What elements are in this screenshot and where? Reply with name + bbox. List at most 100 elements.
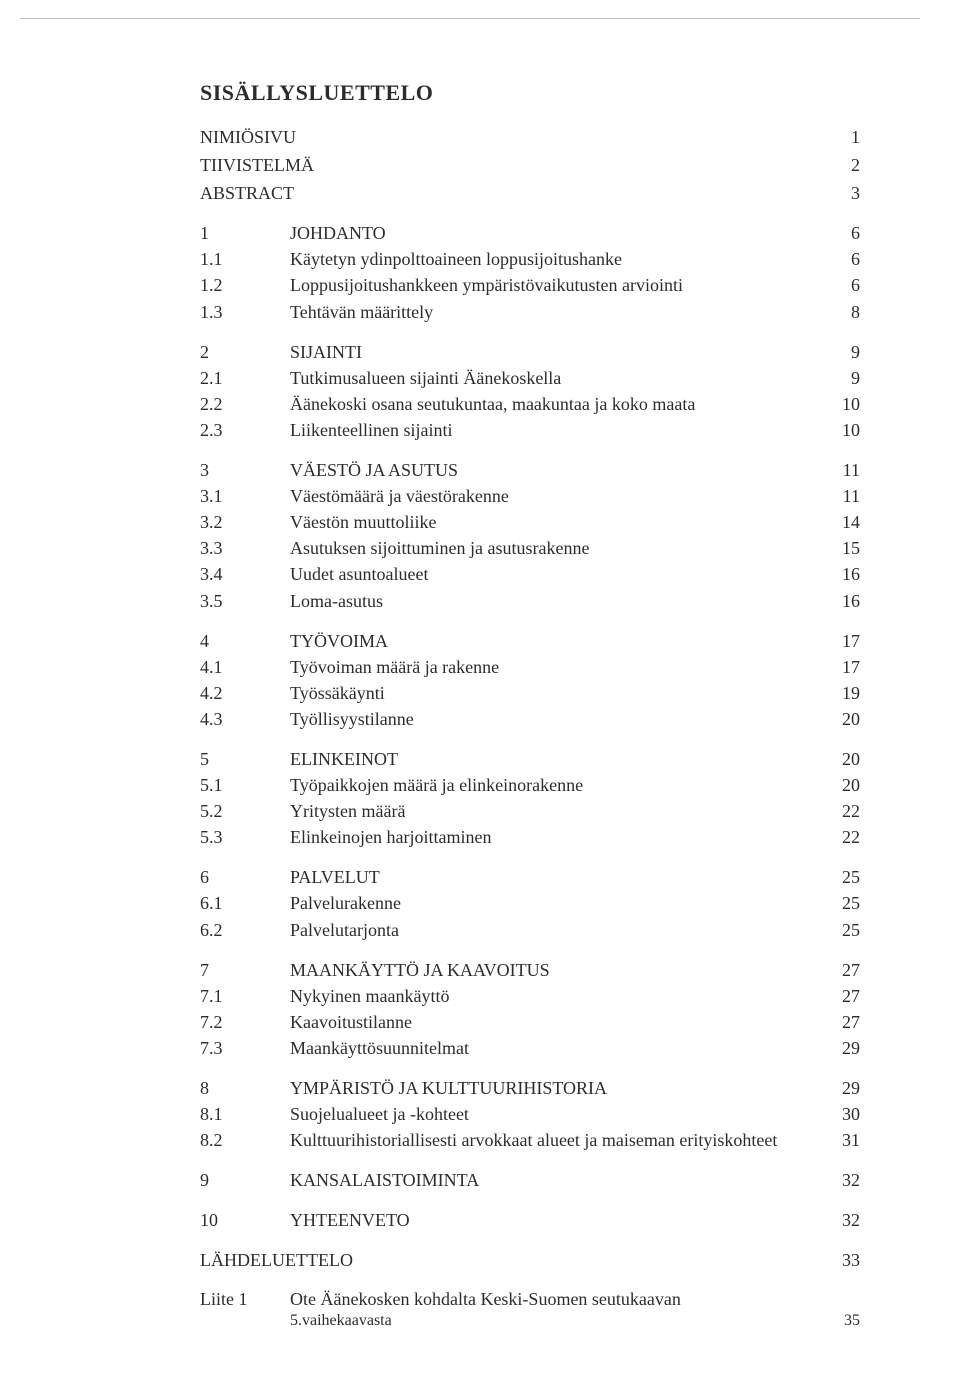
toc-section: 2SIJAINTI92.1Tutkimusalueen sijainti Ään… bbox=[200, 339, 860, 443]
toc-section-page: 27 bbox=[830, 957, 860, 983]
toc-subsection-title: Nykyinen maankäyttö bbox=[290, 983, 830, 1009]
front-matter-row: TIIVISTELMÄ 2 bbox=[200, 152, 860, 178]
toc-subsection-page: 9 bbox=[830, 365, 860, 391]
toc-subsection-page: 31 bbox=[830, 1127, 860, 1153]
toc-subsection-row: 2.2Äänekoski osana seutukuntaa, maakunta… bbox=[200, 391, 860, 417]
toc-subsection-page: 14 bbox=[830, 509, 860, 535]
toc-subsection-number: 2.2 bbox=[200, 391, 290, 417]
toc-section-title: VÄESTÖ JA ASUTUS bbox=[290, 457, 830, 483]
toc-section-page: 25 bbox=[830, 864, 860, 890]
toc-section-page: 32 bbox=[830, 1207, 860, 1233]
toc-subsection-row: 7.1Nykyinen maankäyttö27 bbox=[200, 983, 860, 1009]
toc-subsection-number: 8.2 bbox=[200, 1127, 290, 1153]
toc-title: SISÄLLYSLUETTELO bbox=[200, 80, 860, 106]
toc-subsection-page: 25 bbox=[830, 890, 860, 916]
toc-subsection-number: 7.2 bbox=[200, 1009, 290, 1035]
toc-subsection-page: 25 bbox=[830, 917, 860, 943]
toc-subsection-row: 3.5Loma-asutus16 bbox=[200, 588, 860, 614]
toc-subsection-number: 5.1 bbox=[200, 772, 290, 798]
toc-subsection-page: 17 bbox=[830, 654, 860, 680]
toc-subsection-row: 5.2Yritysten määrä22 bbox=[200, 798, 860, 824]
toc-subsection-number: 7.3 bbox=[200, 1035, 290, 1061]
toc-subsection-title: Tutkimusalueen sijainti Äänekoskella bbox=[290, 365, 830, 391]
toc-subsection-page: 8 bbox=[830, 299, 860, 325]
toc-subsection-title: Käytetyn ydinpolttoaineen loppusijoitush… bbox=[290, 246, 830, 272]
toc-subsection-page: 27 bbox=[830, 983, 860, 1009]
toc-section-page: 32 bbox=[830, 1167, 860, 1193]
references-label: LÄHDELUETTELO bbox=[200, 1247, 353, 1273]
toc-section-head: 7MAANKÄYTTÖ JA KAAVOITUS27 bbox=[200, 957, 860, 983]
toc-section-title: YMPÄRISTÖ JA KULTTUURIHISTORIA bbox=[290, 1075, 830, 1101]
front-matter-block: NIMIÖSIVU1TIIVISTELMÄ2ABSTRACT3 bbox=[200, 124, 860, 206]
appendix-desc-line1: Ote Äänekosken kohdalta Keski-Suomen seu… bbox=[290, 1286, 830, 1312]
toc-subsection-title: Suojelualueet ja -kohteet bbox=[290, 1101, 830, 1127]
toc-section-title: TYÖVOIMA bbox=[290, 628, 830, 654]
toc-section: 6PALVELUT256.1Palvelurakenne256.2Palvelu… bbox=[200, 864, 860, 942]
front-matter-label: TIIVISTELMÄ bbox=[200, 152, 314, 178]
toc-subsection-page: 27 bbox=[830, 1009, 860, 1035]
toc-subsection-title: Uudet asuntoalueet bbox=[290, 561, 830, 587]
front-matter-label: NIMIÖSIVU bbox=[200, 124, 296, 150]
toc-subsection-number: 2.3 bbox=[200, 417, 290, 443]
toc-subsection-row: 2.1Tutkimusalueen sijainti Äänekoskella9 bbox=[200, 365, 860, 391]
toc-section-head: 6PALVELUT25 bbox=[200, 864, 860, 890]
toc-subsection-number: 4.2 bbox=[200, 680, 290, 706]
appendix-block: Liite 1 Ote Äänekosken kohdalta Keski-Su… bbox=[200, 1286, 860, 1330]
toc-section-number: 10 bbox=[200, 1207, 290, 1233]
toc-subsection-title: Äänekoski osana seutukuntaa, maakuntaa j… bbox=[290, 391, 830, 417]
toc-subsection-number: 3.1 bbox=[200, 483, 290, 509]
toc-subsection-number: 6.1 bbox=[200, 890, 290, 916]
toc-section-number: 1 bbox=[200, 220, 290, 246]
toc-section-number: 5 bbox=[200, 746, 290, 772]
toc-subsection-row: 1.3Tehtävän määrittely8 bbox=[200, 299, 860, 325]
toc-subsection-title: Asutuksen sijoittuminen ja asutusrakenne bbox=[290, 535, 830, 561]
toc-subsection-page: 11 bbox=[830, 483, 860, 509]
toc-subsection-number: 3.2 bbox=[200, 509, 290, 535]
toc-subsection-row: 4.2Työssäkäynti19 bbox=[200, 680, 860, 706]
toc-subsection-number: 3.3 bbox=[200, 535, 290, 561]
toc-section-page: 17 bbox=[830, 628, 860, 654]
toc-subsection-title: Työllisyystilanne bbox=[290, 706, 830, 732]
toc-subsection-page: 6 bbox=[830, 272, 860, 298]
page: SISÄLLYSLUETTELO NIMIÖSIVU1TIIVISTELMÄ2A… bbox=[0, 0, 960, 1390]
toc-subsection-title: Elinkeinojen harjoittaminen bbox=[290, 824, 830, 850]
toc-subsection-row: 5.3Elinkeinojen harjoittaminen22 bbox=[200, 824, 860, 850]
toc-subsection-number: 7.1 bbox=[200, 983, 290, 1009]
toc-body: 1JOHDANTO61.1Käytetyn ydinpolttoaineen l… bbox=[200, 220, 860, 1233]
toc-section-page: 11 bbox=[830, 457, 860, 483]
toc-section-head: 9KANSALAISTOIMINTA32 bbox=[200, 1167, 860, 1193]
toc-subsection-title: Yritysten määrä bbox=[290, 798, 830, 824]
front-matter-page: 3 bbox=[830, 180, 860, 206]
toc-subsection-page: 10 bbox=[830, 417, 860, 443]
toc-section: 4TYÖVOIMA174.1Työvoiman määrä ja rakenne… bbox=[200, 628, 860, 732]
toc-subsection-row: 4.3Työllisyystilanne20 bbox=[200, 706, 860, 732]
toc-subsection-row: 3.3Asutuksen sijoittuminen ja asutusrake… bbox=[200, 535, 860, 561]
toc-subsection-row: 8.1Suojelualueet ja -kohteet30 bbox=[200, 1101, 860, 1127]
toc-section-head: 8YMPÄRISTÖ JA KULTTUURIHISTORIA29 bbox=[200, 1075, 860, 1101]
references-page: 33 bbox=[830, 1247, 860, 1273]
toc-subsection-number: 1.2 bbox=[200, 272, 290, 298]
toc-section-title: JOHDANTO bbox=[290, 220, 830, 246]
toc-subsection-title: Työssäkäynti bbox=[290, 680, 830, 706]
toc-section-number: 7 bbox=[200, 957, 290, 983]
toc-section: 9KANSALAISTOIMINTA32 bbox=[200, 1167, 860, 1193]
toc-subsection-page: 29 bbox=[830, 1035, 860, 1061]
toc-subsection-row: 4.1Työvoiman määrä ja rakenne17 bbox=[200, 654, 860, 680]
toc-section-number: 4 bbox=[200, 628, 290, 654]
toc-subsection-page: 22 bbox=[830, 824, 860, 850]
toc-subsection-page: 10 bbox=[830, 391, 860, 417]
toc-subsection-number: 1.3 bbox=[200, 299, 290, 325]
front-matter-row: NIMIÖSIVU1 bbox=[200, 124, 860, 150]
appendix-page: 35 bbox=[830, 1312, 860, 1330]
toc-section-title: MAANKÄYTTÖ JA KAAVOITUS bbox=[290, 957, 830, 983]
appendix-desc-line2: 5.vaihekaavasta bbox=[290, 1312, 830, 1330]
toc-subsection-page: 19 bbox=[830, 680, 860, 706]
toc-subsection-page: 6 bbox=[830, 246, 860, 272]
toc-subsection-title: Tehtävän määrittely bbox=[290, 299, 830, 325]
toc-subsection-title: Loppusijoitushankkeen ympäristövaikutust… bbox=[290, 272, 830, 298]
toc-subsection-title: Palvelutarjonta bbox=[290, 917, 830, 943]
appendix-label: Liite 1 bbox=[200, 1286, 290, 1312]
front-matter-page: 2 bbox=[830, 152, 860, 178]
toc-subsection-row: 1.1Käytetyn ydinpolttoaineen loppusijoit… bbox=[200, 246, 860, 272]
toc-subsection-row: 2.3Liikenteellinen sijainti10 bbox=[200, 417, 860, 443]
